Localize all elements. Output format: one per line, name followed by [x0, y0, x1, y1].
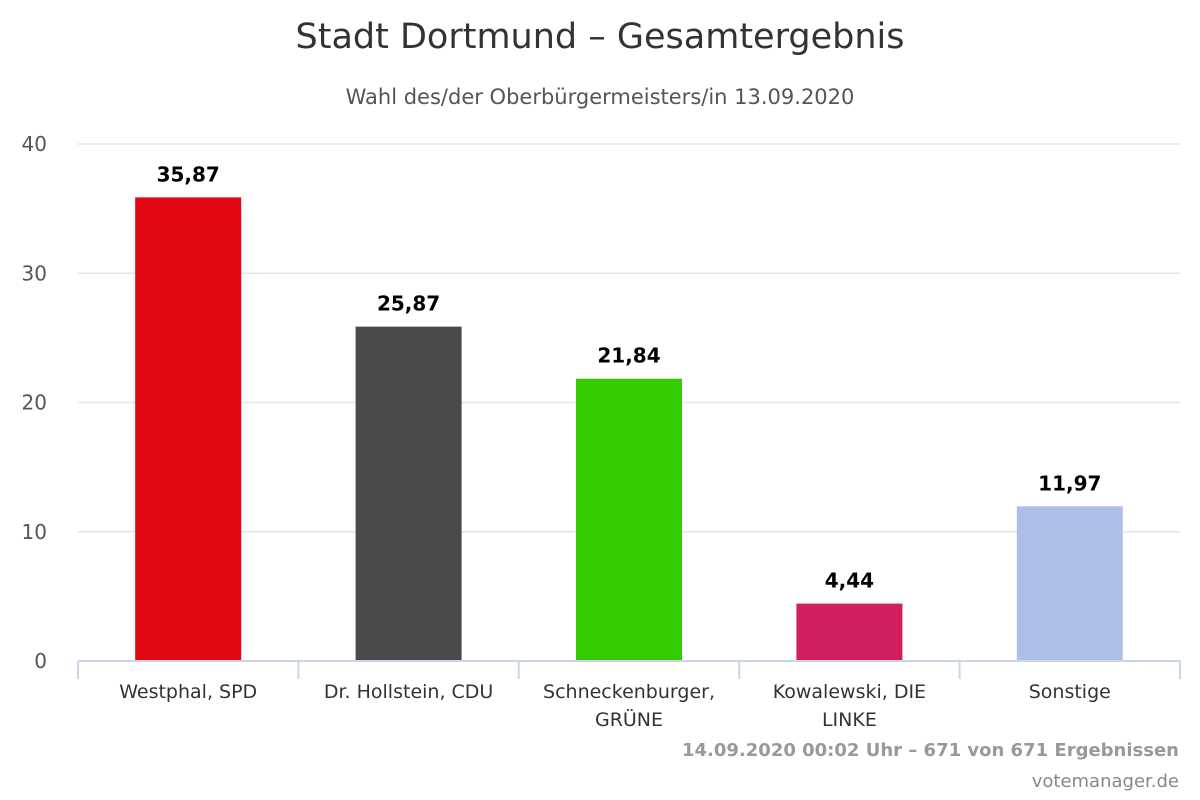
x-tick-label: Schneckenburger,	[543, 681, 715, 703]
bar	[576, 378, 682, 661]
data-label: 21,84	[597, 344, 660, 368]
x-tick-label: Kowalewski, DIE	[773, 681, 926, 703]
bar	[135, 197, 242, 661]
data-label: 25,87	[377, 292, 440, 316]
chart-subtitle: Wahl des/der Oberbürgermeisters/in 13.09…	[346, 85, 855, 109]
x-tick-label: GRÜNE	[595, 708, 663, 731]
y-tick-label: 30	[22, 261, 47, 285]
x-tick-label: LINKE	[822, 709, 877, 731]
data-label: 4,44	[825, 569, 874, 593]
y-tick-label: 40	[22, 132, 47, 156]
data-label: 11,97	[1038, 471, 1101, 495]
x-axis: Westphal, SPD Dr. Hollstein, CDU Schnecken…	[77, 660, 1181, 731]
y-tick-label: 10	[22, 520, 47, 544]
credits-source: votemanager.de	[1032, 771, 1179, 792]
data-label: 35,87	[157, 162, 220, 186]
credits-timestamp: 14.09.2020 00:02 Uhr – 671 von 671 Ergeb…	[682, 740, 1179, 761]
bar	[355, 326, 462, 661]
bars	[135, 197, 1123, 661]
x-tick-label: Sonstige	[1029, 681, 1111, 703]
y-axis-ticks: 0 10 20 30 40	[22, 132, 47, 673]
bar	[796, 603, 903, 661]
x-tick-label: Dr. Hollstein, CDU	[324, 681, 494, 703]
bar	[1016, 506, 1123, 661]
x-tick-label: Westphal, SPD	[119, 681, 257, 703]
chart-title: Stadt Dortmund – Gesamtergebnis	[296, 17, 905, 57]
y-tick-label: 0	[34, 649, 47, 673]
data-labels: 35,87 25,87 21,84 4,44 11,97	[157, 162, 1102, 592]
y-tick-label: 20	[22, 391, 47, 415]
